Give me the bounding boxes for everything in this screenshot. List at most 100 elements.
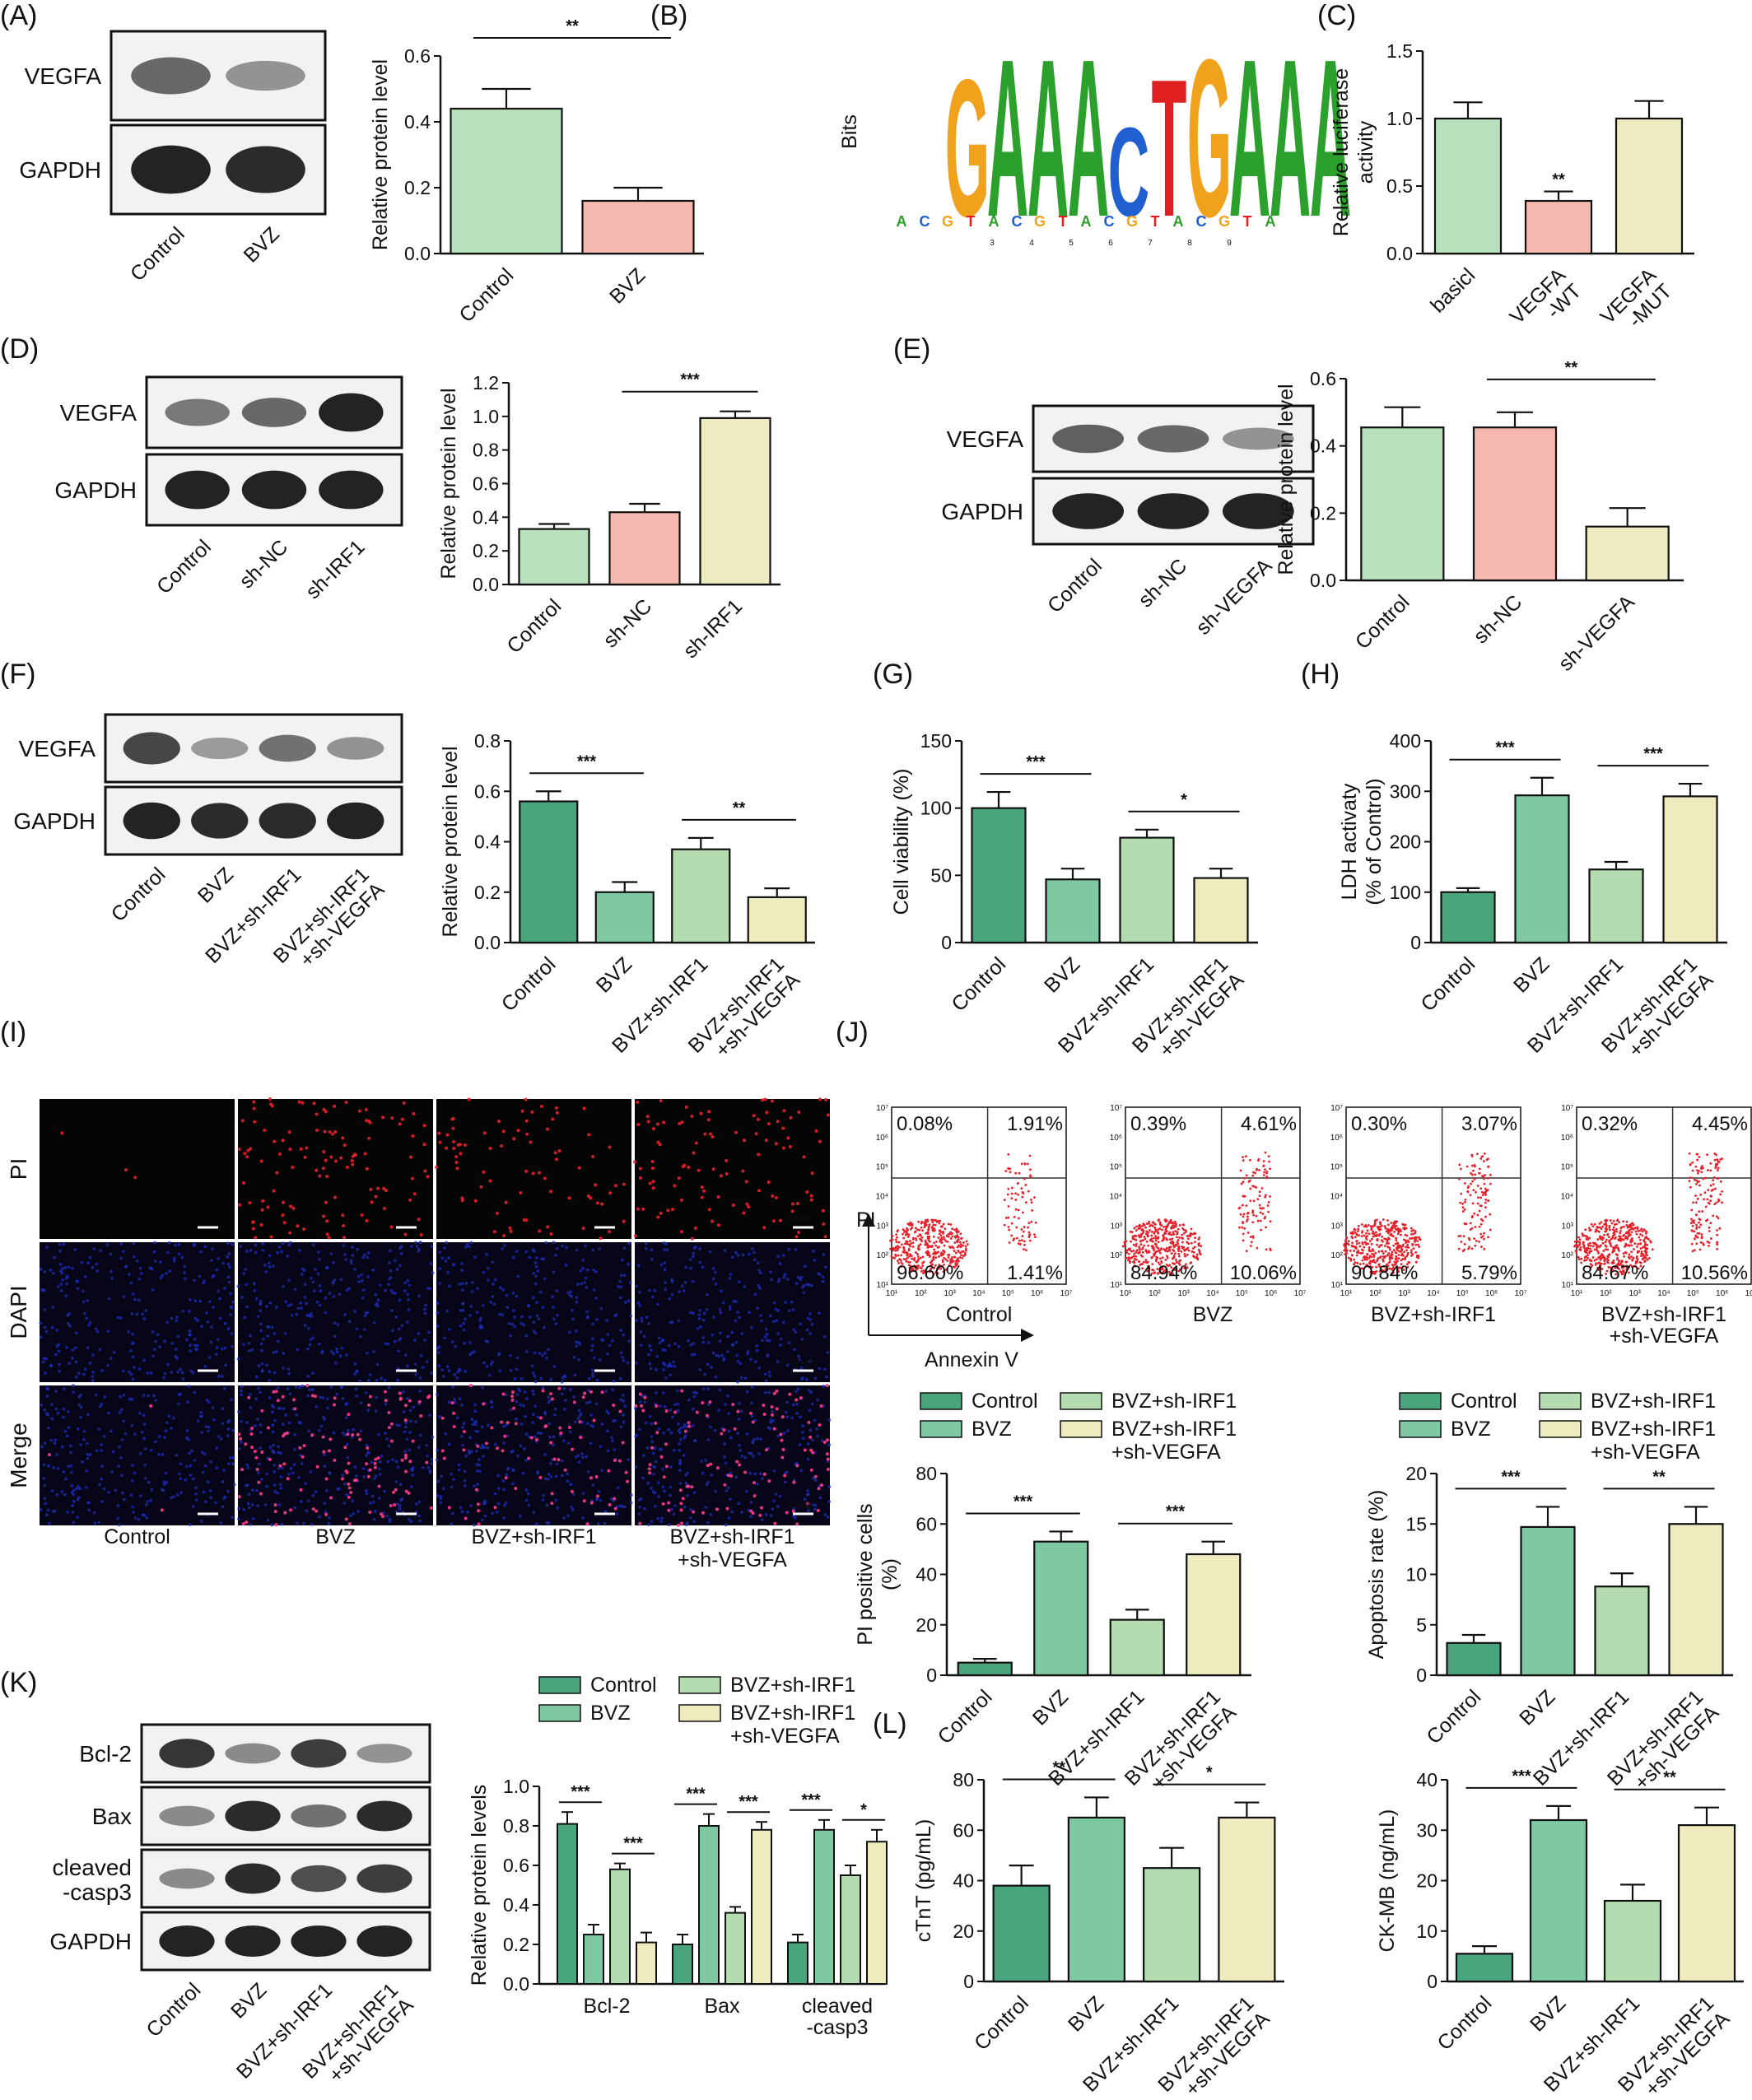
pi-dot [389, 1225, 394, 1229]
pi-dot [351, 1432, 355, 1436]
dapi-dot [436, 1393, 439, 1396]
pi-dot [589, 1390, 594, 1394]
pi-dot [622, 1182, 626, 1186]
flow-dot [1357, 1224, 1360, 1227]
motif-minor-letter: C [1012, 213, 1023, 230]
dapi-dot [581, 1267, 585, 1270]
motif-position: 9 [1227, 239, 1232, 248]
flow-dot [1392, 1264, 1395, 1267]
flow-dot [1360, 1235, 1363, 1238]
panel-label: (F) [0, 659, 35, 690]
dapi-dot [249, 1392, 252, 1396]
dapi-dot [538, 1290, 543, 1294]
label-line: 10³ [1111, 1222, 1123, 1231]
dapi-dot [772, 1320, 776, 1324]
dapi-dot [185, 1436, 189, 1440]
flow-dot [1386, 1227, 1390, 1231]
dapi-dot [759, 1314, 763, 1317]
dapi-dot [221, 1480, 225, 1483]
pi-dot [245, 1155, 249, 1159]
pi-dot [422, 1143, 426, 1147]
dapi-dot [669, 1373, 672, 1377]
dapi-dot [627, 1339, 631, 1343]
flow-dot [1410, 1251, 1413, 1254]
dapi-dot [51, 1306, 55, 1309]
label-line: 10³ [1177, 1289, 1190, 1298]
dapi-dot [106, 1363, 110, 1367]
pi-dot [723, 1483, 727, 1487]
flow-dot [1629, 1239, 1633, 1242]
dapi-dot [692, 1342, 696, 1345]
flow-dot [1363, 1241, 1367, 1244]
pi-dot [805, 1190, 809, 1194]
pi-dot [589, 1196, 593, 1200]
dapi-dot [414, 1372, 417, 1376]
dapi-dot [230, 1398, 233, 1402]
flow-dot [1473, 1177, 1476, 1180]
flow-dot [1612, 1219, 1615, 1222]
flow-dot [1172, 1231, 1175, 1234]
flow-dot [950, 1259, 953, 1262]
dapi-dot [349, 1514, 352, 1517]
dapi-dot [490, 1405, 494, 1409]
motif-position: 3 [990, 239, 995, 248]
flow-dot [894, 1253, 897, 1256]
flow-dot [1383, 1245, 1386, 1247]
dapi-dot [72, 1488, 76, 1492]
dapi-dot [595, 1497, 599, 1501]
dapi-dot [65, 1345, 68, 1349]
label-line: 10¹ [877, 1281, 889, 1290]
dapi-dot [350, 1436, 354, 1439]
flow-dot [1459, 1167, 1462, 1171]
dapi-dot [753, 1250, 756, 1255]
flow-dot [908, 1255, 911, 1258]
dapi-dot [55, 1344, 59, 1348]
flow-dot [1634, 1230, 1638, 1233]
flow-dot [1391, 1253, 1394, 1256]
dapi-dot [172, 1495, 175, 1499]
dapi-dot [217, 1289, 220, 1293]
flow-dot [918, 1228, 921, 1232]
dapi-dot [808, 1312, 812, 1315]
dapi-dot [650, 1248, 654, 1252]
pi-dot [716, 1223, 720, 1227]
dapi-dot [74, 1360, 78, 1364]
dapi-dot [177, 1252, 181, 1255]
flow-dot [907, 1233, 911, 1236]
label-line: 10⁵ [1330, 1163, 1343, 1172]
pi-dot [240, 1119, 245, 1123]
dapi-dot [105, 1243, 110, 1246]
dapi-dot [222, 1497, 226, 1500]
dapi-dot [119, 1242, 123, 1246]
pi-dot [482, 1131, 487, 1135]
flow-dot [906, 1222, 910, 1226]
dapi-dot [662, 1248, 666, 1251]
flow-dot [1647, 1256, 1651, 1260]
dapi-dot [418, 1433, 422, 1437]
dapi-dot [315, 1300, 319, 1304]
flow-dot [1590, 1222, 1593, 1226]
flow-dot [1251, 1235, 1255, 1238]
flow-dot [1478, 1171, 1481, 1175]
dapi-dot [730, 1330, 734, 1334]
dapi-dot [42, 1357, 46, 1361]
dapi-dot [245, 1305, 249, 1309]
flow-dot [1483, 1177, 1485, 1180]
dapi-dot [672, 1360, 675, 1364]
dapi-dot [92, 1247, 96, 1250]
dapi-dot [306, 1348, 310, 1351]
pi-dot [370, 1200, 374, 1204]
dapi-dot [748, 1451, 751, 1455]
dapi-dot [664, 1287, 668, 1292]
flow-dot [916, 1228, 919, 1232]
pi-dot [799, 1396, 803, 1400]
pi-dot [529, 1436, 534, 1440]
flow-dot [1192, 1232, 1195, 1236]
dapi-dot [497, 1352, 501, 1355]
flow-dot [1407, 1246, 1410, 1249]
dapi-dot [701, 1471, 705, 1475]
pi-dot [251, 1227, 255, 1231]
dapi-dot [391, 1291, 395, 1295]
blot-row-label: VEGFA [947, 426, 1024, 452]
dapi-dot [566, 1291, 570, 1295]
